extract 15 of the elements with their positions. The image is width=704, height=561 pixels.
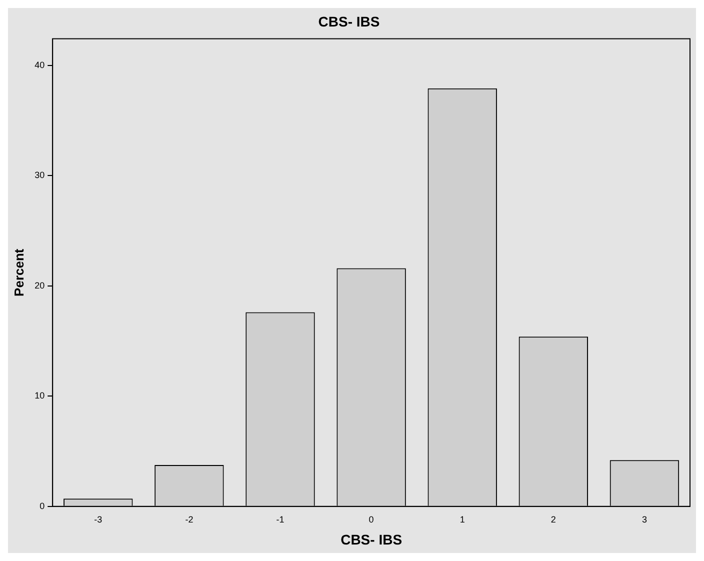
y-tick-label: 20: [34, 280, 45, 290]
x-tick-label: -2: [185, 514, 194, 524]
y-tick-label: 0: [40, 500, 45, 511]
y-axis-title: Percent: [11, 248, 26, 296]
x-tick-label: 0: [368, 514, 374, 524]
y-tick-label: 40: [34, 60, 45, 70]
x-axis-title: CBS- IBS: [340, 531, 402, 548]
x-tick-label: 3: [642, 514, 647, 524]
y-tick-label: 30: [34, 170, 45, 180]
chart-title: CBS- IBS: [318, 13, 380, 30]
y-tick-label: 10: [34, 390, 45, 401]
x-tick-label: 1: [460, 514, 465, 524]
x-tick-label: -1: [276, 514, 284, 524]
x-tick-label: -3: [94, 514, 102, 524]
x-tick-label: 2: [550, 514, 556, 524]
